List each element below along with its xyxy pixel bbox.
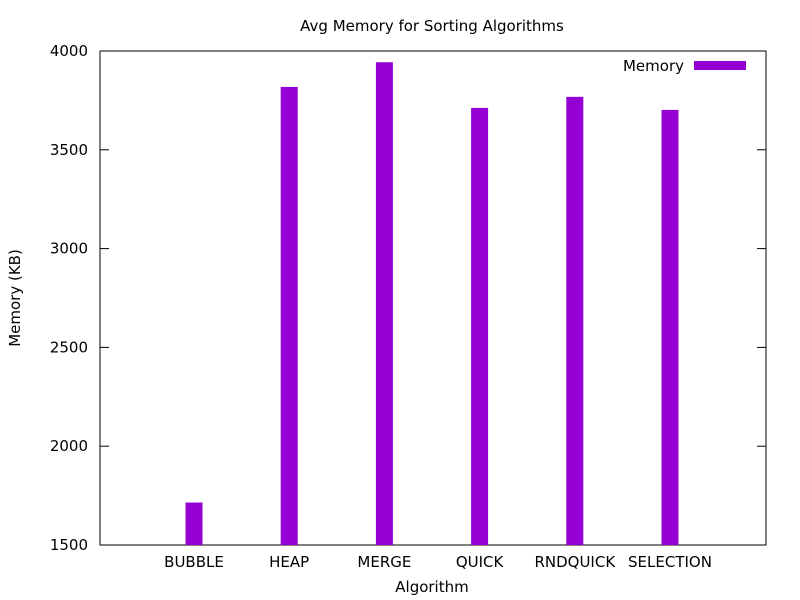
bar-rndquick bbox=[566, 96, 584, 545]
bar-quick bbox=[471, 107, 489, 545]
bar-selection bbox=[661, 109, 679, 545]
x-tick-label: QUICK bbox=[456, 553, 505, 571]
y-axis: 1500 2000 2500 3000 3500 4000 bbox=[50, 42, 766, 554]
bar-bubble bbox=[185, 502, 203, 545]
y-tick-label: 4000 bbox=[50, 42, 88, 60]
legend: Memory bbox=[623, 57, 746, 75]
legend-swatch bbox=[694, 61, 746, 70]
x-tick-label: SELECTION bbox=[628, 553, 712, 571]
y-tick-label: 3500 bbox=[50, 141, 88, 159]
bar-merge bbox=[375, 62, 393, 546]
y-tick-label: 1500 bbox=[50, 536, 88, 554]
y-axis-label: Memory (KB) bbox=[6, 249, 24, 347]
legend-label: Memory bbox=[623, 57, 684, 75]
x-tick-label: RNDQUICK bbox=[534, 553, 616, 571]
y-tick-label: 2000 bbox=[50, 437, 88, 455]
y-tick-label: 2500 bbox=[50, 338, 88, 356]
x-tick-label: HEAP bbox=[269, 553, 309, 571]
x-axis-label: Algorithm bbox=[395, 578, 468, 596]
x-tick-label: BUBBLE bbox=[164, 553, 224, 571]
plot-frame bbox=[99, 50, 767, 546]
bar-heap bbox=[280, 86, 298, 546]
chart-title: Avg Memory for Sorting Algorithms bbox=[300, 17, 564, 35]
y-tick-label: 3000 bbox=[50, 240, 88, 258]
x-axis: BUBBLE HEAP MERGE QUICK RNDQUICK SELECTION bbox=[164, 553, 712, 571]
x-tick-label: MERGE bbox=[357, 553, 411, 571]
bars bbox=[185, 62, 679, 546]
